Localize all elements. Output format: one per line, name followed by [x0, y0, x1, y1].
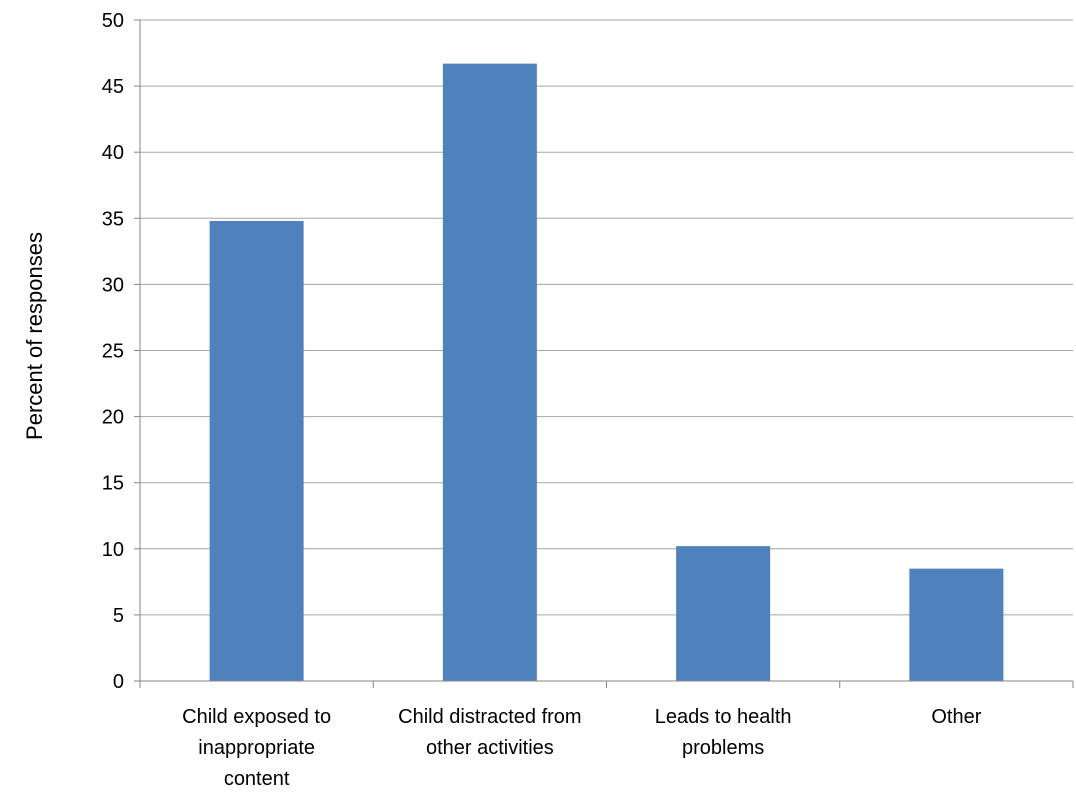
y-tick-label: 50	[102, 10, 124, 32]
x-category-label-line: content	[224, 768, 290, 790]
x-category-label-line: other activities	[426, 737, 554, 759]
y-tick-label: 30	[102, 274, 124, 296]
x-category-label-line: Leads to health	[655, 706, 792, 728]
x-category-label: Leads to health problems	[655, 706, 792, 759]
x-category-label-line: Child distracted from	[398, 706, 581, 728]
x-category-label-line: Other	[931, 706, 981, 728]
bar	[442, 63, 537, 682]
x-category-label-line: inappropriate	[198, 737, 315, 759]
bar	[909, 568, 1004, 681]
y-tick-labels: 0 5 10 15 20 25 30 35 40 45 50	[102, 10, 124, 693]
x-category-label-line: problems	[682, 737, 764, 759]
y-tick-label: 25	[102, 341, 124, 363]
x-category-labels: Child exposed to inappropriate contentChil…	[182, 706, 982, 790]
y-tick-label: 10	[102, 539, 124, 561]
bar	[676, 546, 771, 681]
y-tick-label: 20	[102, 407, 124, 429]
bar	[209, 220, 304, 681]
x-category-label: Child exposed to inappropriate content	[182, 706, 331, 790]
x-category-label-line: Child exposed to	[182, 706, 331, 728]
y-tick-label: 40	[102, 142, 124, 164]
x-category-label: Child distracted from other activities	[398, 706, 581, 759]
y-tick-label: 0	[113, 671, 124, 693]
x-category-label: Other	[931, 706, 981, 728]
y-tick-label: 45	[102, 76, 124, 98]
y-tick-label: 15	[102, 473, 124, 495]
bars	[209, 63, 1004, 682]
axes	[134, 19, 1074, 688]
y-tick-label: 5	[113, 605, 124, 627]
y-tick-label: 35	[102, 208, 124, 230]
y-axis-title: Percent of responses	[22, 232, 47, 440]
